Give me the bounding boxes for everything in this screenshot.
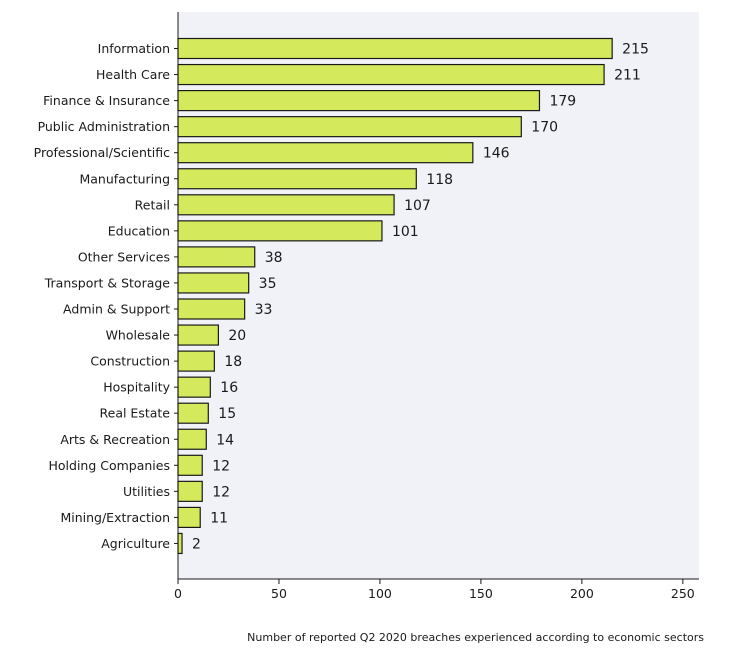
category-label-finance-insurance: Finance & Insurance — [43, 93, 170, 108]
chart-caption: Number of reported Q2 2020 breaches expe… — [247, 631, 704, 644]
value-label-holding-companies: 12 — [212, 458, 230, 474]
bar-holding-companies — [177, 454, 203, 476]
value-label-other-services: 38 — [265, 250, 283, 266]
bar-transport-storage — [177, 272, 250, 294]
category-label-mining-extraction: Mining/Extraction — [60, 510, 170, 525]
bar-health-care — [177, 63, 605, 86]
category-label-health-care: Health Care — [96, 67, 170, 82]
value-label-hospitality: 16 — [220, 380, 238, 396]
category-label-agriculture: Agriculture — [101, 536, 170, 551]
value-label-professional-scientific: 146 — [483, 146, 510, 162]
value-label-transport-storage: 35 — [259, 276, 277, 292]
x-tick-label-250: 250 — [671, 586, 695, 601]
category-label-wholesale: Wholesale — [106, 328, 171, 343]
category-label-holding-companies: Holding Companies — [48, 458, 170, 473]
value-label-finance-insurance: 179 — [549, 94, 576, 110]
bar-other-services — [177, 246, 256, 268]
category-label-admin-support: Admin & Support — [63, 302, 170, 317]
bar-public-administration — [177, 116, 522, 138]
value-label-admin-support: 33 — [255, 302, 273, 318]
x-tick-label-100: 100 — [368, 586, 392, 601]
category-label-professional-scientific: Professional/Scientific — [34, 145, 170, 160]
value-label-construction: 18 — [224, 354, 242, 370]
category-labels: Information Health Care Finance & Insuranc… — [34, 41, 178, 551]
category-label-public-administration: Public Administration — [38, 119, 170, 134]
value-label-mining-extraction: 11 — [210, 510, 228, 526]
value-label-public-administration: 170 — [531, 120, 558, 136]
category-label-construction: Construction — [90, 354, 170, 369]
value-label-retail: 107 — [404, 198, 431, 214]
bar-utilities — [177, 480, 203, 502]
x-tick-label-200: 200 — [570, 586, 594, 601]
value-label-manufacturing: 118 — [426, 172, 453, 188]
category-label-manufacturing: Manufacturing — [79, 171, 170, 186]
category-label-arts-recreation: Arts & Recreation — [60, 432, 170, 447]
value-labels: 2152111791701461181071013835332018161514… — [192, 42, 649, 553]
bar-manufacturing — [177, 168, 417, 190]
value-label-agriculture: 2 — [192, 536, 201, 552]
bar-professional-scientific — [177, 142, 474, 164]
category-label-other-services: Other Services — [78, 249, 170, 264]
value-label-health-care: 211 — [614, 68, 641, 84]
x-axis-ticks: 0 50 100 150 200 250 — [174, 579, 695, 601]
bar-education — [177, 220, 383, 242]
category-label-real-estate: Real Estate — [100, 406, 171, 421]
value-label-utilities: 12 — [212, 484, 230, 500]
bar-construction — [177, 350, 215, 372]
bar-information — [177, 37, 613, 60]
value-label-real-estate: 15 — [218, 406, 236, 422]
x-tick-label-0: 0 — [174, 586, 182, 601]
category-label-transport-storage: Transport & Storage — [44, 275, 171, 290]
bar-real-estate — [177, 402, 209, 424]
category-label-hospitality: Hospitality — [103, 380, 170, 395]
bar-arts-recreation — [177, 428, 207, 450]
x-tick-label-150: 150 — [469, 586, 493, 601]
bar-retail — [177, 194, 395, 216]
bar-hospitality — [177, 376, 211, 398]
category-label-utilities: Utilities — [123, 484, 170, 499]
bar-finance-insurance — [177, 89, 541, 112]
bar-admin-support — [177, 298, 246, 320]
bar-wholesale — [177, 324, 219, 346]
category-label-education: Education — [108, 223, 170, 238]
value-label-education: 101 — [392, 224, 419, 240]
category-label-retail: Retail — [135, 197, 170, 212]
value-label-information: 215 — [622, 42, 649, 58]
bar-mining-extraction — [177, 506, 201, 528]
x-tick-label-50: 50 — [271, 586, 287, 601]
value-label-arts-recreation: 14 — [216, 432, 234, 448]
bar-agriculture — [177, 532, 183, 555]
bar-chart: Information Health Care Finance & Insuranc… — [34, 12, 699, 601]
value-label-wholesale: 20 — [228, 328, 246, 344]
category-label-information: Information — [98, 41, 170, 56]
